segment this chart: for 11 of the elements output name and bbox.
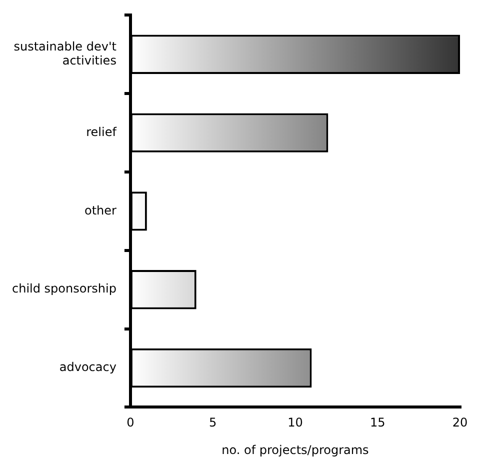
x-tick-label: 10 [288, 416, 303, 430]
x-tick-label: 0 [126, 416, 134, 430]
y-tick-label: advocacy [59, 360, 116, 374]
x-tick-label: 15 [370, 416, 386, 430]
x-tick-label: 20 [452, 416, 468, 430]
y-tick-label: relief [86, 124, 118, 139]
x-tick-label: 5 [209, 416, 217, 430]
y-tick-label: sustainable dev't activities [14, 39, 117, 68]
y-tick-label: other [84, 203, 117, 218]
x-axis-title: no. of projects/programs [222, 442, 369, 457]
y-tick-label: child sponsorship [12, 282, 116, 296]
